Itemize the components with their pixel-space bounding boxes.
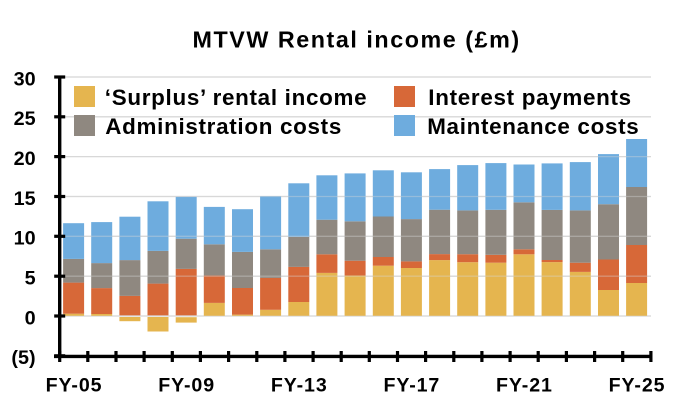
svg-text:FY-09: FY-09	[158, 375, 215, 397]
svg-text:FY-21: FY-21	[496, 375, 553, 397]
svg-text:‘Surplus’ rental income: ‘Surplus’ rental income	[105, 85, 367, 110]
svg-text:FY-17: FY-17	[383, 375, 440, 397]
svg-text:FY-25: FY-25	[609, 375, 666, 397]
svg-text:Maintenance costs: Maintenance costs	[427, 114, 639, 139]
svg-text:10: 10	[14, 228, 36, 250]
svg-text:FY-13: FY-13	[271, 375, 328, 397]
svg-text:20: 20	[14, 148, 36, 170]
svg-text:30: 30	[14, 68, 36, 90]
svg-text:0: 0	[25, 307, 36, 329]
svg-text:FY-05: FY-05	[46, 375, 103, 397]
svg-text:Interest payments: Interest payments	[428, 85, 632, 110]
svg-text:MTVW Rental income (£m): MTVW Rental income (£m)	[193, 26, 521, 52]
svg-text:5: 5	[25, 268, 36, 290]
svg-text:15: 15	[14, 188, 36, 210]
svg-text:(5): (5)	[11, 347, 35, 369]
svg-text:Administration costs: Administration costs	[105, 114, 342, 139]
svg-text:25: 25	[14, 108, 36, 130]
